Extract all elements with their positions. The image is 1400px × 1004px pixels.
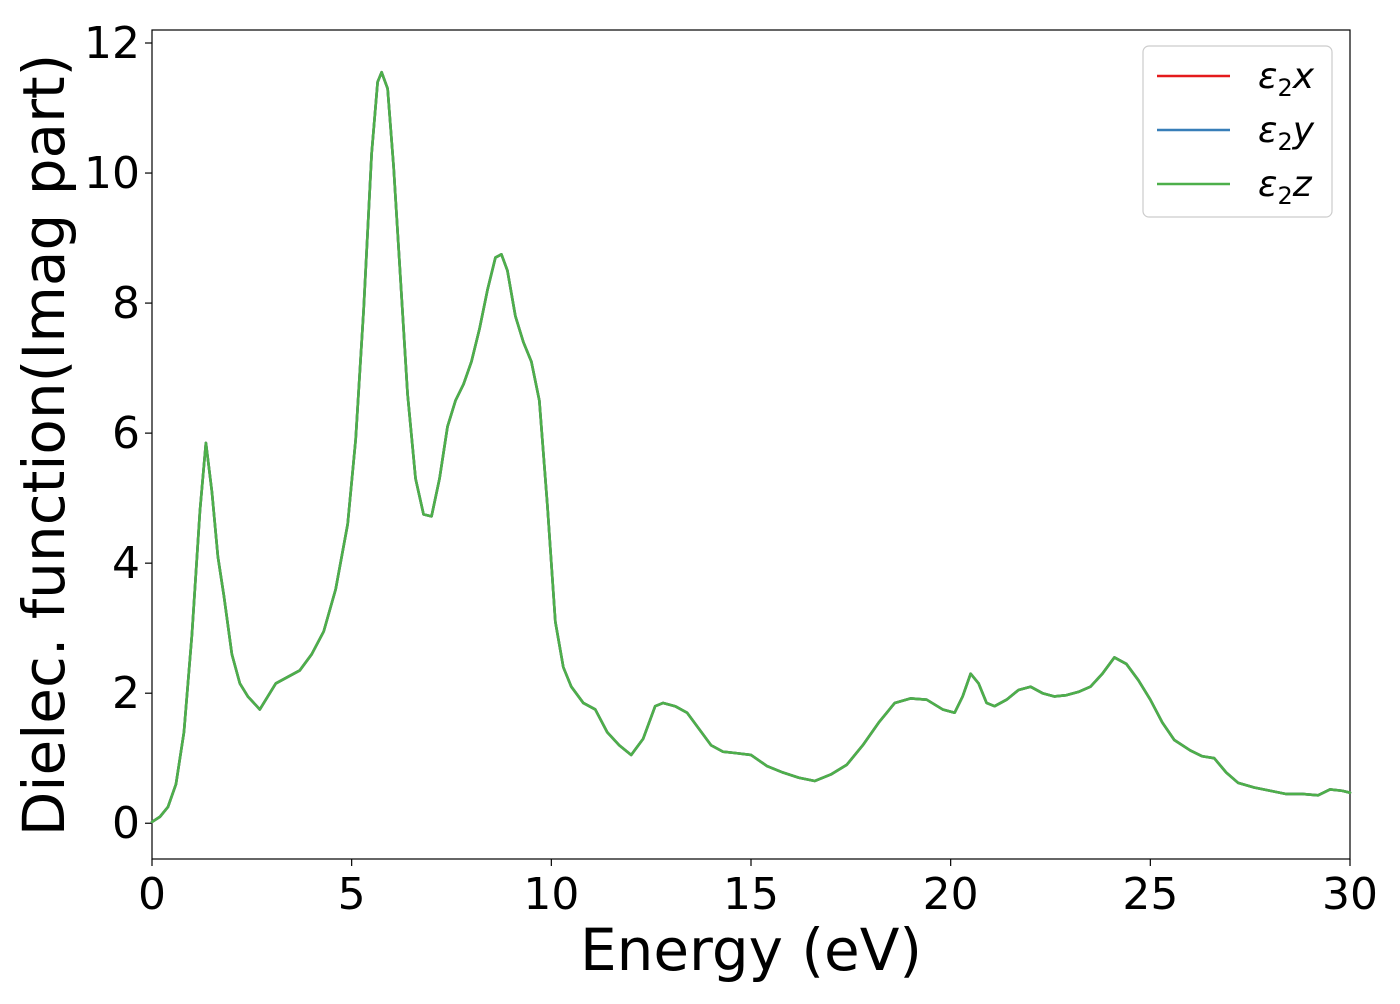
legend-label: ε2x <box>1258 56 1315 102</box>
y-axis-ticks: 0 2 4 6 8 10 12 <box>84 18 152 849</box>
y-tick-label: 12 <box>84 18 140 69</box>
legend: ε2x ε2y ε2z <box>1142 45 1333 218</box>
x-tick-label: 0 <box>138 869 166 920</box>
y-tick-label: 0 <box>112 798 140 849</box>
legend-box <box>1142 45 1333 218</box>
series-lines <box>150 70 1352 824</box>
x-tick-label: 20 <box>923 869 979 920</box>
x-tick-label: 25 <box>1122 869 1178 920</box>
x-tick-label: 10 <box>523 869 579 920</box>
y-tick-label: 8 <box>112 278 140 329</box>
y-axis-label: Dielec. function(Imag part) <box>10 54 78 837</box>
x-tick-label: 30 <box>1322 869 1378 920</box>
y-tick-label: 6 <box>112 408 140 459</box>
x-axis-ticks: 0 5 10 15 20 25 30 <box>138 859 1378 920</box>
y-tick-label: 2 <box>112 668 140 719</box>
legend-label: ε2z <box>1258 164 1313 210</box>
legend-label: ε2y <box>1258 110 1315 156</box>
y-tick-label: 10 <box>84 148 140 199</box>
x-axis-label: Energy (eV) <box>580 916 922 984</box>
y-tick-label: 4 <box>112 538 140 589</box>
x-tick-label: 5 <box>338 869 366 920</box>
x-tick-label: 15 <box>723 869 779 920</box>
series-line-3 <box>150 70 1352 824</box>
